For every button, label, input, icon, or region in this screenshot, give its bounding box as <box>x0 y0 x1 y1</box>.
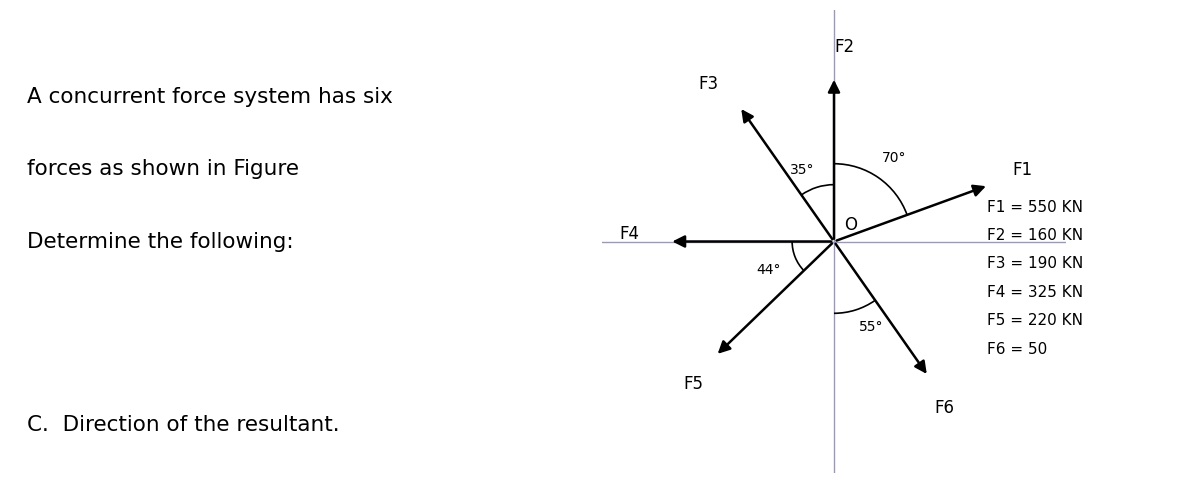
Text: F2 = 160 KN: F2 = 160 KN <box>986 228 1082 243</box>
Text: 44°: 44° <box>757 263 781 277</box>
Text: forces as shown in Figure: forces as shown in Figure <box>26 159 299 179</box>
Text: Determine the following:: Determine the following: <box>26 232 293 252</box>
Text: F4 = 325 KN: F4 = 325 KN <box>986 285 1082 300</box>
Text: F4: F4 <box>619 225 640 243</box>
Text: F5: F5 <box>683 375 703 393</box>
Text: F5 = 220 KN: F5 = 220 KN <box>986 313 1082 328</box>
Text: A concurrent force system has six: A concurrent force system has six <box>26 87 392 107</box>
Text: F1: F1 <box>1012 161 1032 179</box>
Text: F3 = 190 KN: F3 = 190 KN <box>986 256 1082 271</box>
Text: F3: F3 <box>698 75 719 93</box>
Text: F1 = 550 KN: F1 = 550 KN <box>986 199 1082 214</box>
Text: 55°: 55° <box>859 320 884 334</box>
Text: O: O <box>845 216 858 234</box>
Text: 35°: 35° <box>790 163 815 177</box>
Text: 70°: 70° <box>882 151 906 165</box>
Text: C.  Direction of the resultant.: C. Direction of the resultant. <box>26 415 340 435</box>
Text: F6 = 50: F6 = 50 <box>986 341 1046 357</box>
Text: F6: F6 <box>935 399 954 417</box>
Text: F2: F2 <box>834 38 854 56</box>
